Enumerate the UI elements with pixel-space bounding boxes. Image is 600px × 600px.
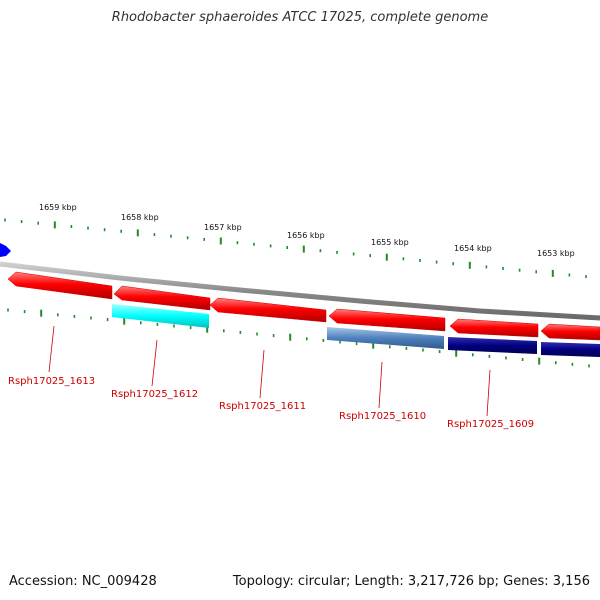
- product-bar-cyan: [112, 304, 209, 328]
- scale-label: 1656 kbp: [287, 231, 325, 240]
- gene-label[interactable]: Rsph17025_1612: [111, 389, 198, 400]
- feature-marker: [0, 243, 11, 257]
- scale-label: 1655 kbp: [371, 238, 409, 247]
- genome-backbone: [0, 261, 600, 321]
- scale-label: 1653 kbp: [537, 249, 575, 258]
- scale-label: 1658 kbp: [121, 213, 159, 222]
- gene-arrow[interactable]: [540, 323, 600, 341]
- product-bar-navy: [541, 342, 600, 357]
- scale-ticks-lower: [7, 308, 590, 368]
- label-leader: [151, 339, 158, 387]
- product-bar-navy: [448, 337, 537, 354]
- label-leader: [48, 325, 55, 373]
- gene-arrow[interactable]: [209, 297, 327, 323]
- genome-title: Rhodobacter sphaeroides ATCC 17025, comp…: [111, 10, 489, 25]
- scale-ticks-upper: [4, 218, 587, 279]
- gene-label[interactable]: Rsph17025_1613: [8, 376, 95, 387]
- label-leader: [259, 349, 265, 399]
- genome-summary: Topology: circular; Length: 3,217,726 bp…: [232, 574, 590, 589]
- accession-text: Accession: NC_009428: [9, 574, 157, 589]
- gene-arrow[interactable]: [113, 285, 211, 311]
- label-leader: [378, 361, 383, 409]
- gene-label[interactable]: Rsph17025_1611: [219, 401, 306, 412]
- gene-label[interactable]: Rsph17025_1609: [447, 419, 534, 430]
- scale-label: 1657 kbp: [204, 223, 242, 232]
- gene-arrow[interactable]: [328, 308, 446, 332]
- scale-label: 1654 kbp: [454, 244, 492, 253]
- gene-arrow[interactable]: [7, 271, 113, 300]
- scale-label: 1659 kbp: [39, 203, 77, 212]
- gene-label[interactable]: Rsph17025_1610: [339, 411, 426, 422]
- product-bar-steelblue: [327, 327, 444, 349]
- label-leader: [486, 369, 491, 417]
- gene-arrow[interactable]: [449, 318, 539, 338]
